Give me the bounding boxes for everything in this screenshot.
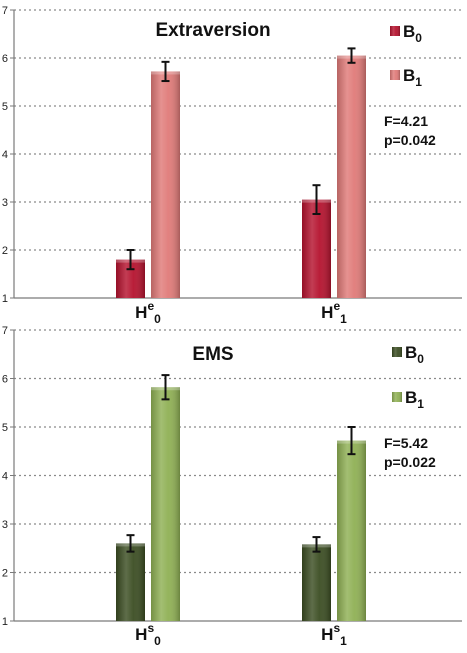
legend-label: B1 bbox=[405, 388, 424, 411]
bar-shade bbox=[151, 71, 180, 298]
bar-shade bbox=[151, 387, 180, 621]
legend-swatch-shade bbox=[390, 26, 400, 36]
y-tick-label: 4 bbox=[2, 471, 8, 483]
y-tick-label: 6 bbox=[2, 374, 8, 386]
y-tick-label: 2 bbox=[2, 245, 8, 257]
y-tick-label: 4 bbox=[2, 149, 8, 161]
legend-label: B0 bbox=[403, 22, 422, 45]
chart-title: EMS bbox=[192, 344, 233, 365]
x-category-label: Hs0 bbox=[135, 621, 161, 648]
legend-swatch-shade bbox=[392, 347, 402, 357]
x-category-label: He0 bbox=[135, 299, 161, 326]
legend-label: B0 bbox=[405, 343, 424, 366]
bar-shade bbox=[337, 440, 366, 621]
x-category-label: He1 bbox=[321, 299, 347, 326]
bar-shade bbox=[116, 543, 145, 621]
y-tick-label: 3 bbox=[2, 197, 8, 209]
y-tick-label: 2 bbox=[2, 568, 8, 580]
stat-annotation: F=4.21 bbox=[384, 113, 428, 129]
y-tick-label: 1 bbox=[2, 293, 8, 305]
extraversion-panel: 1 2 3 4 5 6 7 He0 He1 Extraversion B0 B1 F=4.21 p=0.0… bbox=[2, 5, 462, 326]
stat-annotation: p=0.042 bbox=[384, 132, 436, 148]
stat-annotation: F=5.42 bbox=[384, 435, 428, 451]
y-tick-label: 5 bbox=[2, 422, 8, 434]
bar-shade bbox=[302, 544, 331, 621]
stat-annotation: p=0.022 bbox=[384, 454, 436, 470]
chart-title: Extraversion bbox=[155, 20, 270, 41]
y-tick-label: 6 bbox=[2, 53, 8, 65]
y-tick-label: 1 bbox=[2, 616, 8, 628]
bar-shade bbox=[337, 55, 366, 298]
legend-swatch-shade bbox=[392, 392, 402, 402]
y-tick-label: 5 bbox=[2, 101, 8, 113]
y-tick-label: 7 bbox=[2, 325, 8, 337]
x-category-label: Hs1 bbox=[321, 621, 347, 648]
bar-shade bbox=[302, 199, 331, 298]
y-tick-label: 7 bbox=[2, 5, 8, 17]
legend-swatch-shade bbox=[390, 70, 400, 80]
legend-label: B1 bbox=[403, 66, 422, 89]
y-tick-label: 3 bbox=[2, 519, 8, 531]
ems-panel: 1 2 3 4 5 6 7 Hs0 Hs1 EMS B0 B1 F=5.42 p=0.022 bbox=[2, 325, 462, 648]
